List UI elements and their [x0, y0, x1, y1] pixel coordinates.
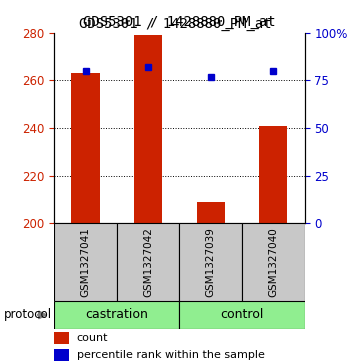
Text: GSM1327040: GSM1327040 [268, 227, 278, 297]
Text: control: control [220, 309, 264, 321]
Bar [259, 126, 287, 223]
Bar [54, 349, 69, 361]
Bar [54, 301, 179, 329]
Title: GDS5301 / 1428880_PM_at: GDS5301 / 1428880_PM_at [83, 15, 276, 29]
Bar [242, 223, 304, 301]
Text: GSM1327039: GSM1327039 [206, 227, 216, 297]
Text: GSM1327042: GSM1327042 [143, 227, 153, 297]
Text: castration: castration [85, 309, 148, 321]
Bar [197, 202, 225, 223]
Bar [54, 332, 69, 344]
Text: protocol: protocol [4, 309, 52, 321]
Text: GDS5301 / 1428880_PM_at: GDS5301 / 1428880_PM_at [79, 17, 271, 31]
Text: GSM1327041: GSM1327041 [80, 227, 91, 297]
Bar [71, 73, 100, 223]
Bar [134, 35, 162, 223]
Bar [54, 223, 117, 301]
Bar [179, 223, 242, 301]
Text: count: count [77, 333, 108, 343]
Bar [117, 223, 179, 301]
Text: percentile rank within the sample: percentile rank within the sample [77, 350, 265, 360]
Bar [179, 301, 304, 329]
